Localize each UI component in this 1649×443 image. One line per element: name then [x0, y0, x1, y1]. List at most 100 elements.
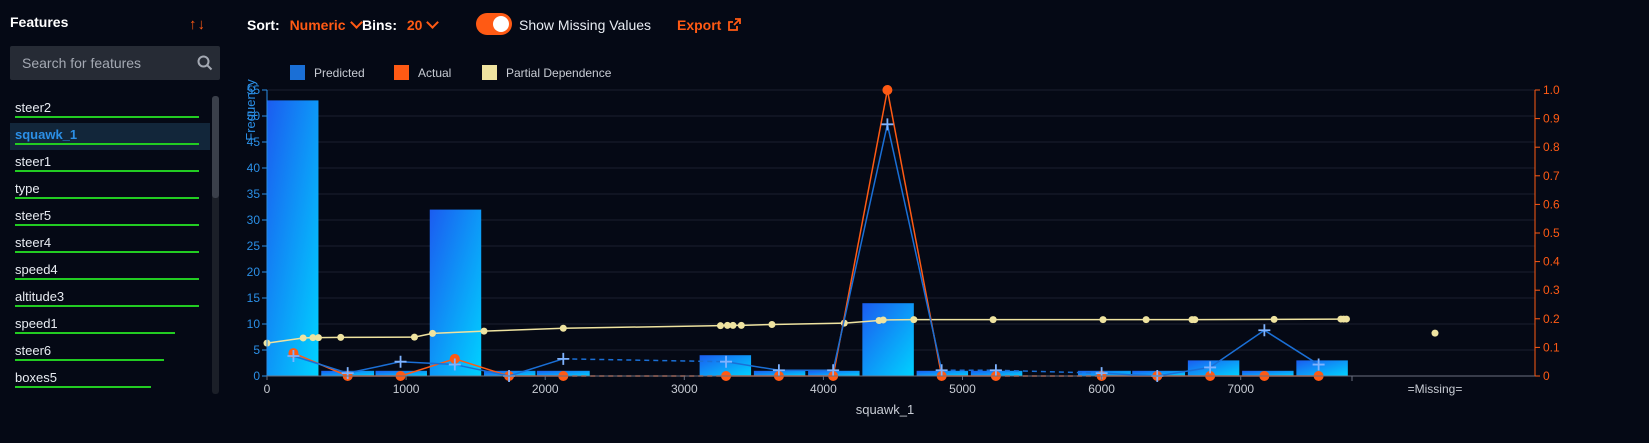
predicted-line-segment [1157, 366, 1211, 377]
scrollbar-thumb[interactable] [212, 96, 219, 198]
x-axis-label: squawk_1 [856, 402, 915, 417]
feature-importance-bar [15, 305, 199, 307]
x-tick-label: 1000 [393, 382, 420, 396]
predicted-point [448, 358, 461, 371]
y-tick-label: 45 [247, 135, 261, 149]
y2-tick-label: 0.1 [1543, 340, 1560, 354]
legend-swatch-partial-dependence [482, 65, 497, 80]
y-tick-label: 0 [253, 369, 260, 383]
feature-item[interactable]: steer4 [10, 231, 210, 258]
partial-dependence-line-segment [563, 324, 721, 329]
feature-item-label: steer4 [15, 235, 52, 250]
feature-item[interactable]: steer1 [10, 150, 210, 177]
y-tick-label: 25 [247, 239, 261, 253]
predicted-line-segment [347, 360, 401, 374]
feature-item[interactable]: speed4 [10, 258, 210, 285]
feature-item-label: steer6 [15, 343, 52, 358]
feature-item[interactable]: boxes5 [10, 366, 210, 392]
toggle-knob [493, 16, 509, 32]
predicted-point [935, 364, 948, 377]
feature-item[interactable]: squawk_1 [10, 123, 210, 150]
sort-dropdown[interactable]: Numeric [289, 17, 346, 33]
features-title: Features [10, 14, 69, 30]
feature-item-label: steer1 [15, 154, 52, 169]
show-missing-toggle[interactable] [476, 13, 512, 35]
predicted-point [394, 355, 407, 368]
feature-importance-bar [15, 332, 175, 334]
predicted-point [341, 367, 354, 380]
partial-dependence-point [737, 321, 745, 329]
y-tick-label: 55 [247, 83, 261, 97]
predicted-line-segment [508, 358, 564, 377]
y2-tick-label: 0.3 [1543, 283, 1560, 297]
feature-item-label: type [15, 181, 40, 196]
feature-item[interactable]: steer5 [10, 204, 210, 231]
feature-list-scrollbar[interactable] [212, 96, 219, 394]
partial-dependence-line-segment [771, 322, 845, 326]
bins-label: Bins: [362, 17, 397, 33]
partial-dependence-point [1270, 315, 1278, 323]
partial-dependence-point [314, 334, 322, 342]
y-tick-label: 50 [247, 109, 261, 123]
export-label: Export [677, 17, 722, 33]
chevron-down-icon[interactable] [349, 16, 363, 29]
x-tick-label: 4000 [810, 382, 837, 396]
feature-item[interactable]: altitude3 [10, 285, 210, 312]
y2-tick-label: 0 [1543, 369, 1550, 383]
partial-dependence-point [716, 322, 724, 330]
x-tick-label: 5000 [949, 382, 976, 396]
feature-importance-bar [15, 251, 199, 253]
export-button[interactable]: Export [677, 17, 742, 33]
y-tick-label: 35 [247, 187, 261, 201]
partial-dependence-line-segment [483, 327, 564, 332]
partial-dependence-line-segment [741, 323, 772, 327]
feature-item-label: squawk_1 [15, 127, 78, 142]
bins-dropdown[interactable]: 20 [406, 17, 423, 33]
export-icon [728, 18, 742, 31]
search-icon[interactable] [196, 54, 214, 72]
partial-dependence-point [1099, 316, 1107, 324]
y2-tick-label: 0.8 [1543, 140, 1560, 154]
predicted-line-segment [1263, 329, 1320, 366]
feature-item[interactable]: steer6 [10, 339, 210, 366]
search-input[interactable] [10, 46, 198, 80]
features-panel: Features ↑↓ steer2 squawk_1 steer1 type stee… [0, 0, 222, 443]
chevron-down-icon[interactable] [426, 16, 440, 29]
x-tick-label: 3000 [671, 382, 698, 396]
x-tick-label: 7000 [1227, 382, 1254, 396]
histogram-bar [429, 209, 482, 376]
partial-dependence-point [768, 321, 776, 329]
partial-dependence-point [723, 321, 731, 329]
feature-importance-bar [15, 224, 199, 226]
partial-dependence-point [559, 324, 567, 332]
missing-partial-dependence-point [1431, 329, 1439, 337]
feature-item[interactable]: type [10, 177, 210, 204]
predicted-line-segment [563, 358, 727, 363]
feature-importance-bar [15, 170, 199, 172]
predicted-line-segment [1209, 329, 1265, 369]
missing-values-label: Show Missing Values [519, 17, 652, 33]
actual-line-segment [454, 358, 510, 377]
predicted-point [989, 364, 1002, 377]
partial-dependence-point [1191, 316, 1199, 324]
feature-item-label: speed4 [15, 262, 58, 277]
feature-item[interactable]: steer2 [10, 96, 210, 123]
feature-importance-bar [15, 278, 199, 280]
feature-item[interactable]: speed1 [10, 312, 210, 339]
partial-dependence-line-segment [266, 337, 304, 344]
sort-control: Sort: Numeric [247, 16, 363, 33]
predicted-point [720, 355, 733, 368]
partial-dependence-point [1342, 315, 1350, 323]
partial-dependence-point [410, 333, 418, 341]
feature-search [10, 46, 220, 80]
feature-importance-bar [15, 116, 199, 118]
feature-importance-bar [15, 143, 199, 145]
feature-importance-bar [15, 386, 151, 388]
feature-importance-bar [15, 197, 199, 199]
sort-label: Sort: [247, 17, 280, 33]
sort-direction-icon[interactable]: ↑↓ [189, 16, 206, 33]
y2-tick-label: 0.5 [1543, 226, 1560, 240]
feature-item-label: altitude3 [15, 289, 65, 304]
actual-line-segment [400, 358, 456, 377]
y-tick-label: 5 [253, 343, 260, 357]
